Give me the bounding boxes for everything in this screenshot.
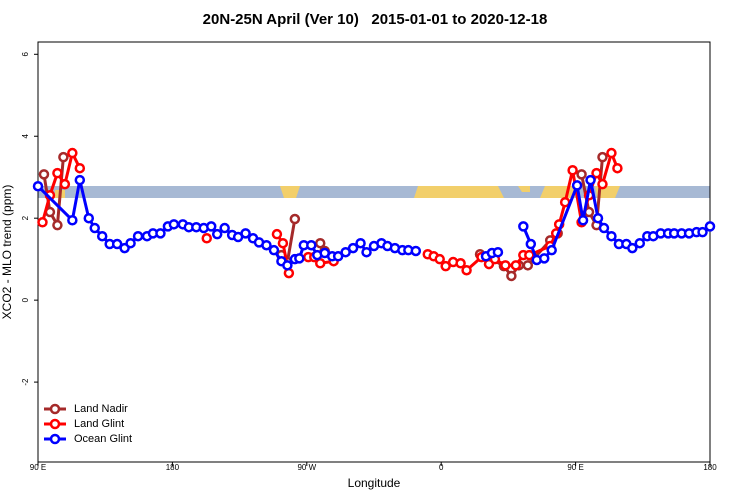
data-point — [567, 165, 578, 176]
data-point — [38, 169, 50, 180]
data-point — [155, 228, 166, 239]
data-point — [634, 237, 646, 249]
data-point — [52, 219, 63, 231]
legend-label: Land Nadir — [74, 403, 128, 415]
data-point — [277, 237, 289, 249]
data-point — [268, 244, 280, 256]
data-point — [461, 264, 472, 276]
data-point — [59, 178, 71, 190]
x-tick-label: 90 W — [297, 463, 316, 472]
map-strip — [38, 186, 710, 198]
x-tick-label: 90 E — [567, 463, 583, 472]
data-point — [500, 260, 511, 271]
data-point — [52, 167, 63, 179]
y-tick-label: 6 — [21, 52, 30, 57]
series-line — [42, 157, 604, 279]
data-point — [125, 237, 136, 249]
legend-marker — [49, 433, 61, 445]
data-point — [67, 147, 78, 159]
y-tick-label: -2 — [21, 378, 30, 386]
data-point — [440, 260, 451, 272]
data-point — [74, 174, 86, 186]
data-point — [211, 228, 223, 240]
x-tick-label: 180 — [703, 463, 717, 472]
data-point — [492, 246, 504, 258]
data-point — [546, 244, 557, 256]
data-point — [340, 246, 351, 258]
data-point — [294, 253, 305, 264]
y-axis-label: XCO2 - MLO trend (ppm) — [0, 185, 14, 320]
data-point — [314, 237, 326, 249]
x-axis-label: Longitude — [348, 476, 401, 490]
data-point — [525, 238, 537, 250]
data-point — [598, 222, 610, 234]
data-point — [597, 178, 608, 190]
data-point — [524, 249, 535, 261]
data-point — [67, 214, 78, 226]
data-point — [314, 258, 326, 269]
x-tick-label: 90 E — [30, 463, 46, 472]
data-point — [571, 180, 583, 191]
data-point — [606, 230, 617, 242]
data-point — [538, 253, 550, 264]
data-point — [361, 246, 372, 258]
y-tick-label: 0 — [21, 297, 30, 302]
data-point — [410, 245, 422, 257]
data-point — [271, 228, 283, 240]
data-point — [306, 239, 317, 251]
data-point — [289, 213, 301, 225]
data-point — [591, 167, 602, 179]
data-point — [627, 242, 638, 254]
data-point — [205, 221, 217, 232]
data-point — [704, 221, 716, 232]
data-point — [32, 180, 44, 192]
data-point — [96, 230, 108, 242]
data-point — [697, 226, 708, 238]
legend-marker — [49, 418, 61, 430]
data-point — [261, 239, 272, 251]
data-point — [332, 251, 344, 262]
data-point — [577, 214, 589, 226]
data-point — [597, 151, 608, 163]
data-point — [282, 260, 293, 271]
data-point — [606, 147, 617, 159]
data-point — [132, 230, 144, 242]
data-point — [355, 237, 366, 249]
plot — [32, 147, 716, 282]
data-point — [83, 212, 95, 224]
data-point — [592, 212, 604, 224]
data-point — [518, 221, 529, 232]
data-point — [455, 258, 466, 269]
chart-title: 20N-25N April (Ver 10) 2015-01-01 to 202… — [203, 11, 548, 28]
data-point — [74, 162, 86, 174]
data-point — [58, 151, 69, 163]
x-tick-label: 180 — [166, 463, 180, 472]
data-point — [585, 174, 596, 186]
data-point — [37, 217, 48, 228]
data-point — [201, 233, 212, 244]
legend: Land Nadir Land Glint Ocean Glint — [44, 403, 132, 445]
data-point — [168, 219, 180, 230]
legend-marker — [49, 403, 61, 415]
data-point — [510, 260, 522, 271]
data-point — [240, 228, 251, 239]
data-point — [347, 242, 359, 254]
data-point — [111, 238, 123, 250]
y-tick-label: 2 — [21, 215, 30, 220]
legend-label: Ocean Glint — [74, 433, 132, 445]
legend-label: Land Glint — [74, 418, 124, 430]
data-point — [612, 162, 623, 174]
data-point — [219, 222, 230, 234]
data-point — [522, 260, 534, 271]
data-point — [434, 253, 445, 265]
data-point — [89, 222, 100, 234]
data-point — [506, 270, 517, 282]
y-tick-label: 4 — [21, 133, 30, 138]
plot-frame — [37, 41, 711, 463]
data-point — [576, 169, 587, 180]
x-tick-label: 0 — [439, 463, 444, 472]
